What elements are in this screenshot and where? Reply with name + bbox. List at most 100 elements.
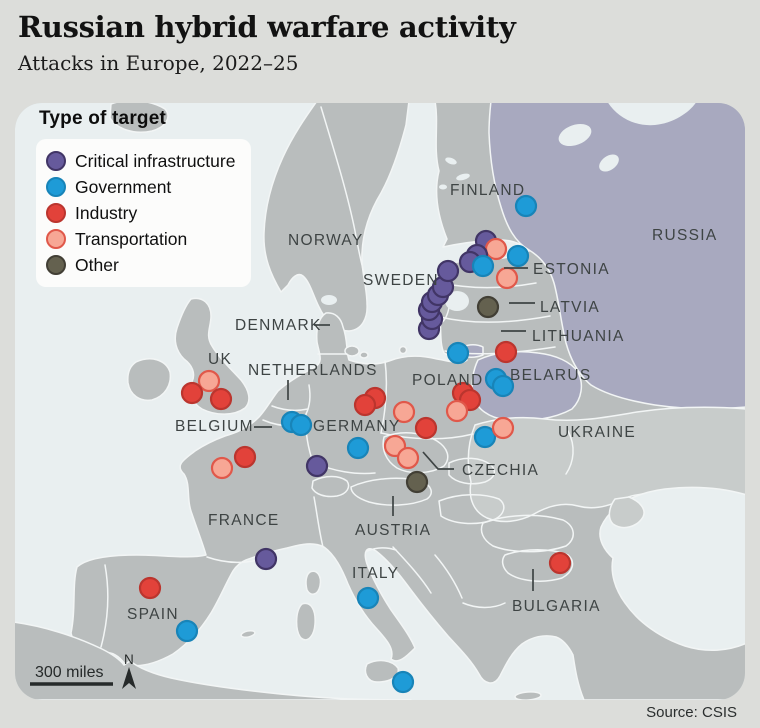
attack-point-government xyxy=(491,374,515,398)
attack-point-transportation xyxy=(197,369,221,393)
country-label-norway: NORWAY xyxy=(288,232,364,249)
country-label-netherlands: NETHERLANDS xyxy=(248,362,378,379)
country-label-italy: ITALY xyxy=(352,565,399,582)
scale-label: 300 miles xyxy=(35,664,103,681)
white-sea xyxy=(608,103,696,126)
label-leader-czechia xyxy=(422,451,454,470)
country-label-finland: FINLAND xyxy=(450,182,525,199)
attack-point-critical xyxy=(305,454,329,478)
finland-lake-2 xyxy=(456,173,470,181)
attack-point-industry xyxy=(353,393,377,417)
attack-point-transportation xyxy=(445,399,469,423)
header: Russian hybrid warfare activity Attacks … xyxy=(18,10,742,75)
attack-point-government xyxy=(356,586,380,610)
attack-point-industry xyxy=(233,445,257,469)
country-shape-russia xyxy=(488,103,745,410)
country-label-poland: POLAND xyxy=(412,372,484,389)
gulf-of-riga xyxy=(445,291,469,311)
country-shape-ireland xyxy=(127,358,172,402)
country-label-bulgaria: BULGARIA xyxy=(512,598,601,615)
country-label-latvia: LATVIA xyxy=(540,299,600,316)
attack-point-critical xyxy=(436,259,460,283)
attack-point-government xyxy=(289,413,313,437)
source-attribution: Source: CSIS xyxy=(646,704,737,721)
country-label-austria: AUSTRIA xyxy=(355,522,431,539)
legend-dot-critical-infrastructure-icon xyxy=(46,151,66,171)
attack-point-government xyxy=(506,244,530,268)
island-balearics xyxy=(240,629,256,639)
attack-point-industry xyxy=(209,387,233,411)
country-labels-layer: FINLAND NORWAY SWEDEN RUSSIA ESTONIA LATVIA LI… xyxy=(127,182,718,623)
attack-point-transportation xyxy=(392,400,416,424)
north-arrow: N xyxy=(122,652,136,689)
attack-points-layer xyxy=(138,194,572,694)
attack-point-industry xyxy=(548,551,572,575)
attack-point-transportation xyxy=(495,266,519,290)
country-label-spain: SPAIN xyxy=(127,606,179,623)
attack-point-government xyxy=(391,670,415,694)
legend: Type of target Critical infrastructure G… xyxy=(36,108,252,287)
map-panel: FINLAND NORWAY SWEDEN RUSSIA ESTONIA LATVIA LI… xyxy=(15,103,745,700)
country-label-france: FRANCE xyxy=(208,512,280,529)
legend-label-transportation: Transportation xyxy=(75,228,188,249)
attack-point-industry xyxy=(138,576,162,600)
finland-lake-3 xyxy=(439,184,447,190)
country-label-lithuania: LITHUANIA xyxy=(532,328,625,345)
legend-label-critical-infrastructure: Critical infrastructure xyxy=(75,150,236,171)
island-bornholm xyxy=(398,345,408,355)
europe-map: FINLAND NORWAY SWEDEN RUSSIA ESTONIA LATVIA LI… xyxy=(15,103,745,700)
attack-point-government xyxy=(446,341,470,365)
country-label-belgium: BELGIUM xyxy=(175,418,254,435)
legend-label-other: Other xyxy=(75,254,119,275)
legend-box: Critical infrastructure Government Indus… xyxy=(36,139,252,287)
attack-point-industry xyxy=(414,416,438,440)
country-label-estonia: ESTONIA xyxy=(533,261,610,278)
country-label-germany: GERMANY xyxy=(313,418,400,435)
country-label-belarus: BELARUS xyxy=(510,367,591,384)
attack-point-industry xyxy=(180,381,204,405)
legend-item-other: Other xyxy=(46,252,235,278)
lake-ladoga xyxy=(558,123,592,147)
lake-vanern xyxy=(321,295,337,305)
attack-point-critical xyxy=(254,547,278,571)
legend-label-government: Government xyxy=(75,176,172,197)
legend-item-industry: Industry xyxy=(46,200,235,226)
legend-title: Type of target xyxy=(39,108,167,129)
country-label-russia: RUSSIA xyxy=(652,227,718,244)
attack-point-government xyxy=(471,254,495,278)
north-africa-shape xyxy=(15,621,412,700)
country-label-czechia: CZECHIA xyxy=(462,462,539,479)
legend-item-government: Government xyxy=(46,174,235,200)
lake-onega xyxy=(599,154,619,172)
page-subtitle: Attacks in Europe, 2022–25 xyxy=(18,51,299,75)
legend-item-critical-infrastructure: Critical infrastructure xyxy=(46,148,235,174)
country-label-uk: UK xyxy=(208,351,232,368)
attack-point-industry xyxy=(494,340,518,364)
country-label-ukraine: UKRAINE xyxy=(558,424,636,441)
attack-point-transportation xyxy=(396,446,420,470)
island-zealand xyxy=(344,345,360,357)
island-corsica xyxy=(305,570,322,595)
attack-point-transportation xyxy=(491,416,515,440)
legend-dot-government-icon xyxy=(46,177,66,197)
island-funen xyxy=(359,351,369,359)
attack-point-transportation xyxy=(210,456,234,480)
legend-dot-other-icon xyxy=(46,255,66,275)
attack-point-government xyxy=(473,425,497,449)
attack-point-other xyxy=(405,470,429,494)
legend-item-transportation: Transportation xyxy=(46,226,235,252)
attack-point-government xyxy=(514,194,538,218)
north-label: N xyxy=(124,652,134,667)
black-sea xyxy=(599,486,745,652)
attack-point-government xyxy=(175,619,199,643)
country-borders xyxy=(100,106,574,648)
country-shape-iceland xyxy=(109,103,169,133)
attack-point-other xyxy=(476,295,500,319)
island-sardinia xyxy=(295,602,316,641)
attack-point-transportation xyxy=(484,237,508,261)
north-arrow-icon xyxy=(122,667,136,689)
legend-dot-industry-icon xyxy=(46,203,66,223)
scale-bar: 300 miles xyxy=(30,664,113,686)
finland-lake-1 xyxy=(445,157,457,165)
